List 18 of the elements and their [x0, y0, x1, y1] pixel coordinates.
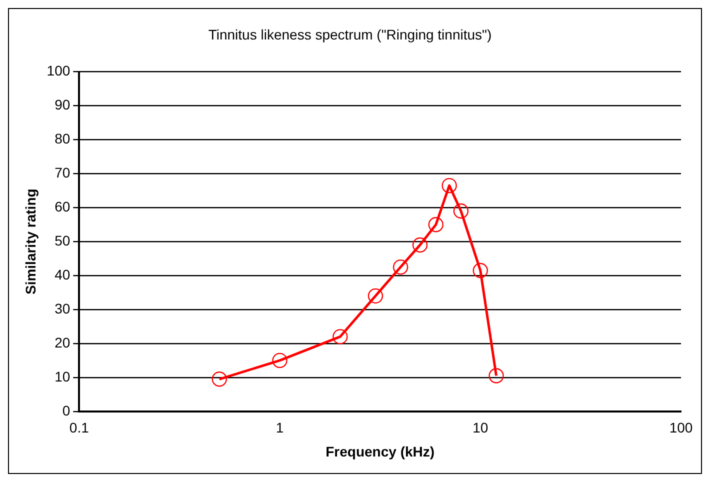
y-tick-label: 100 — [46, 62, 70, 79]
y-tick-label: 60 — [54, 198, 70, 214]
y-tick-label: 0 — [62, 402, 70, 418]
x-tick-label: 100 — [669, 420, 693, 436]
y-tick-label: 10 — [54, 368, 70, 384]
y-tick-label: 40 — [54, 266, 70, 282]
x-tick-label: 0.1 — [69, 420, 90, 436]
y-axis-title: Similarity rating — [22, 188, 38, 295]
y-tick-label: 90 — [54, 96, 70, 113]
y-tick-label: 50 — [54, 232, 70, 248]
y-tick-label: 80 — [54, 130, 70, 147]
y-tick-label: 20 — [54, 334, 70, 350]
x-tick-label: 1 — [276, 420, 284, 436]
x-tick-label: 10 — [472, 420, 488, 436]
x-axis-title: Frequency (kHz) — [326, 443, 435, 460]
y-tick-label: 70 — [54, 164, 70, 181]
y-tick-label: 30 — [54, 300, 70, 316]
chart-title: Tinnitus likeness spectrum ("Ringing tinnitus") — [208, 26, 492, 42]
